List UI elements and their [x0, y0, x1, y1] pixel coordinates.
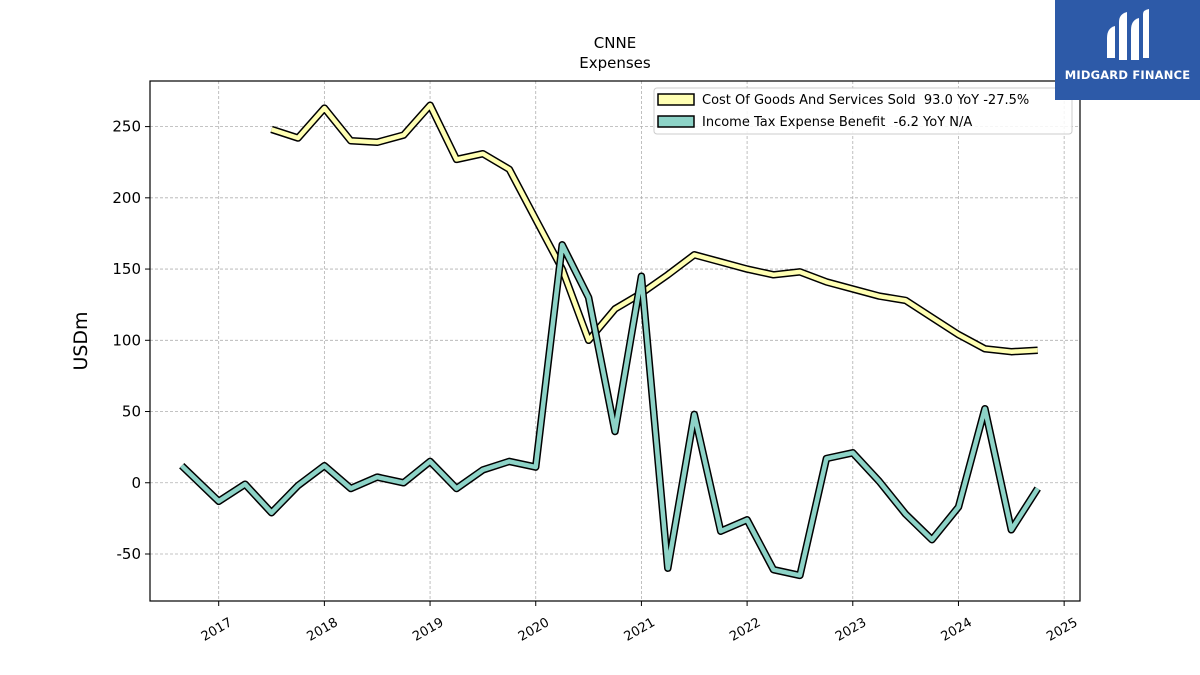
- logo-text: MIDGARD FINANCE: [1064, 68, 1191, 82]
- y-axis: -50 0 50 100 150 200 250: [112, 118, 150, 563]
- x-tick-label: 2021: [622, 615, 658, 645]
- y-tick-label: 200: [112, 189, 141, 207]
- y-tick-label: 50: [122, 403, 141, 421]
- x-tick-label: 2020: [516, 615, 552, 645]
- chart-title: CNNE: [594, 34, 636, 52]
- x-tick-label: 2023: [833, 615, 869, 645]
- x-tick-label: 2025: [1044, 615, 1080, 645]
- series-0-outline: [270, 101, 1038, 356]
- series-layer: [179, 101, 1041, 580]
- legend-label-tax: Income Tax Expense Benefit -6.2 YoY N/A: [702, 115, 972, 130]
- y-tick-label: 150: [112, 260, 141, 278]
- chart-subtitle: Expenses: [579, 54, 651, 72]
- y-tick-label: 100: [112, 331, 141, 349]
- plot-frame: [149, 80, 1081, 602]
- series-0-line: [270, 102, 1038, 354]
- x-tick-label: 2018: [305, 615, 341, 645]
- y-tick-label: 0: [131, 474, 141, 492]
- legend-label-cogs: Cost Of Goods And Services Sold 93.0 YoY…: [702, 93, 1029, 108]
- x-axis: 2017 2018 2019 2020 2021 2022 2023 2024 2025: [199, 601, 1080, 645]
- legend-swatch-cogs: [657, 93, 695, 106]
- legend: Cost Of Goods And Services Sold 93.0 YoY…: [653, 87, 1073, 135]
- x-tick-label: 2024: [939, 615, 975, 645]
- grid: [150, 81, 1080, 601]
- x-tick-label: 2019: [410, 615, 446, 645]
- legend-swatch-tax: [657, 115, 695, 128]
- y-tick-label: 250: [112, 118, 141, 136]
- legend-frame: [653, 87, 1073, 135]
- series-1-line: [180, 242, 1040, 578]
- x-tick-label: 2022: [727, 615, 763, 645]
- x-tick-label: 2017: [199, 615, 235, 645]
- midgard-logo-icon: [1107, 9, 1149, 60]
- y-axis-label: USDm: [70, 311, 92, 370]
- brand-logo: MIDGARD FINANCE: [1055, 0, 1200, 100]
- y-tick-label: -50: [117, 545, 142, 563]
